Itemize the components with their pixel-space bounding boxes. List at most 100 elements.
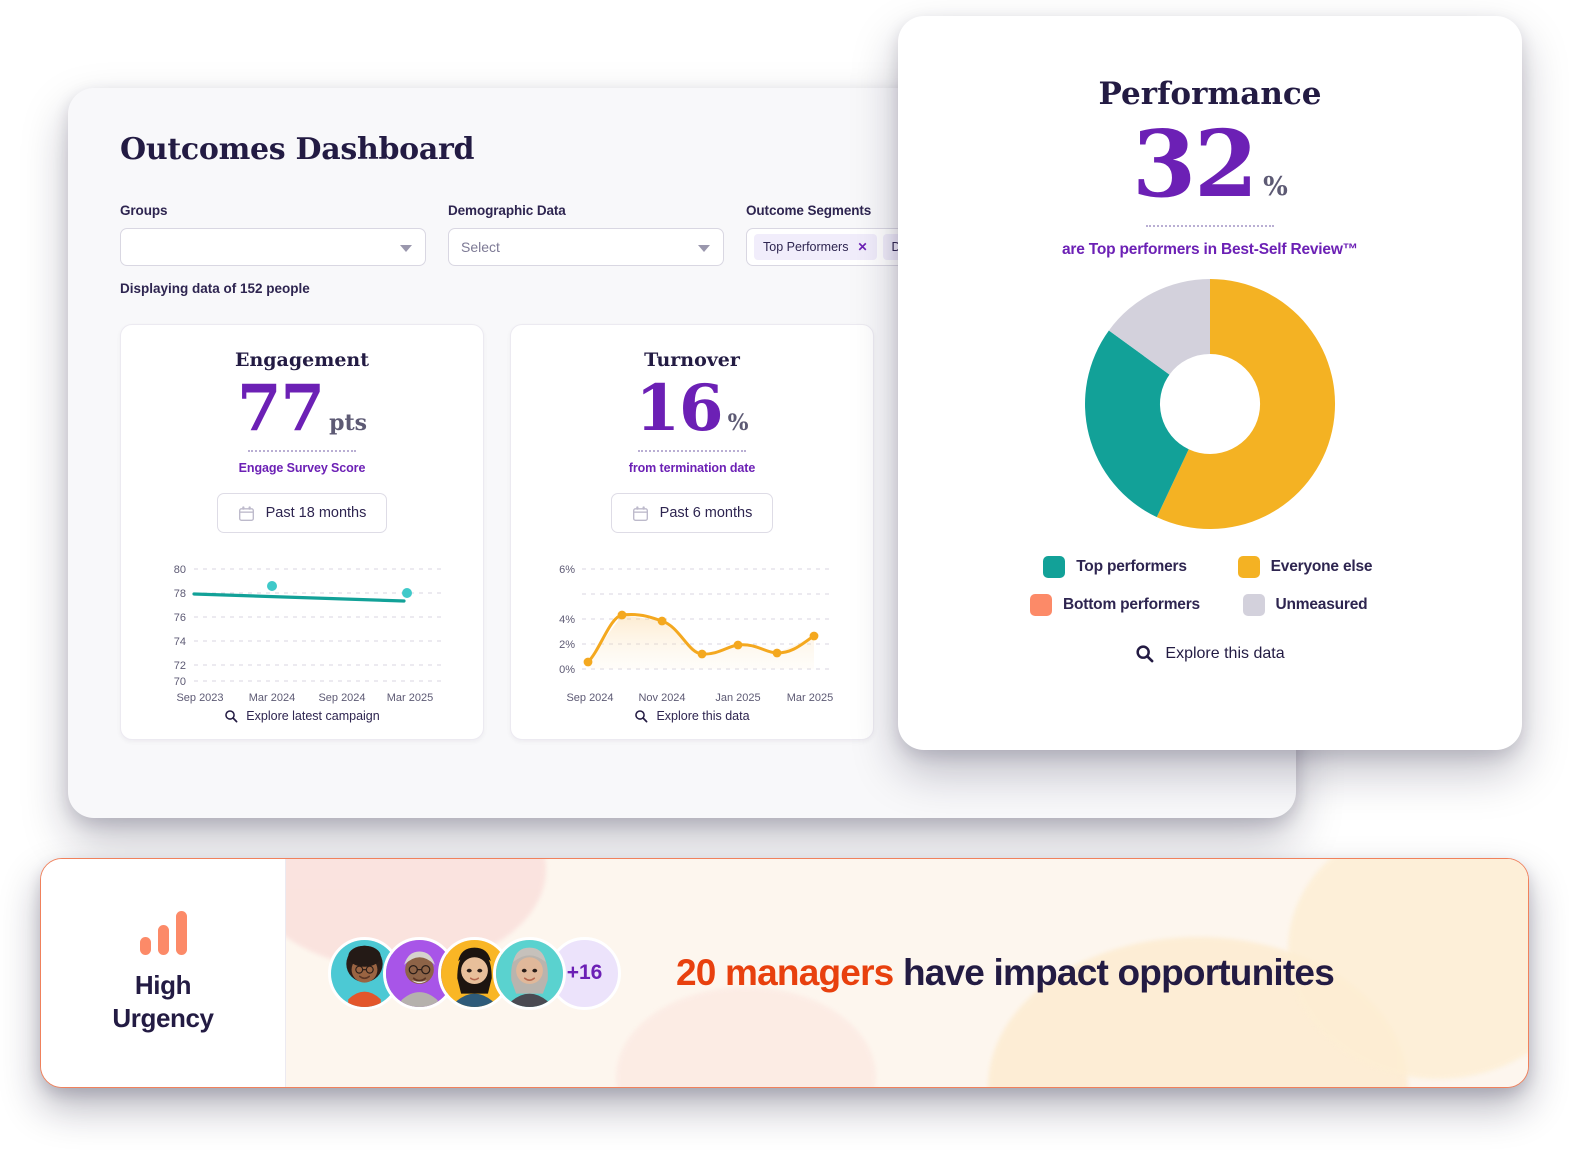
segment-chip-label: Top Performers bbox=[763, 240, 849, 254]
page-title: Outcomes Dashboard bbox=[120, 132, 475, 167]
engagement-title: Engagement bbox=[234, 349, 370, 371]
display-count: Displaying data of 152 people bbox=[120, 281, 310, 296]
search-icon bbox=[225, 710, 238, 723]
legend-swatch-icon bbox=[1237, 556, 1260, 578]
filter-groups-label: Groups bbox=[120, 203, 168, 218]
legend-item-everyone-else: Everyone else bbox=[1210, 556, 1400, 578]
svg-text:Sep 2024: Sep 2024 bbox=[566, 692, 613, 704]
engagement-range-label: Past 18 months bbox=[265, 505, 367, 521]
engagement-unit: pts bbox=[329, 410, 367, 436]
legend-item-unmeasured: Unmeasured bbox=[1210, 594, 1400, 616]
performance-donut bbox=[1079, 273, 1341, 540]
legend-item-top-performers: Top performers bbox=[1020, 556, 1210, 578]
performance-title: Performance bbox=[1098, 76, 1322, 112]
performance-explore-label: Explore this data bbox=[1165, 644, 1285, 662]
svg-text:Mar 2025: Mar 2025 bbox=[787, 692, 833, 704]
urgency-banner: High Urgency bbox=[40, 858, 1529, 1088]
svg-text:74: 74 bbox=[174, 636, 186, 648]
engagement-value: 77 bbox=[237, 371, 325, 446]
performance-stat: 32 % bbox=[1132, 118, 1288, 210]
filter-demographic-label: Demographic Data bbox=[448, 203, 566, 218]
performance-subtitle: are Top performers in Best-Self Review™ bbox=[1062, 241, 1358, 258]
chevron-down-icon bbox=[400, 245, 412, 252]
legend-label: Everyone else bbox=[1270, 558, 1373, 575]
calendar-icon bbox=[238, 505, 254, 521]
filter-demographic-data: Demographic Data Select bbox=[448, 203, 724, 266]
performance-explore-link[interactable]: Explore this data bbox=[1135, 644, 1285, 663]
performance-legend: Top performers Everyone else Bottom perf… bbox=[1020, 556, 1400, 616]
divider bbox=[1146, 225, 1274, 227]
svg-text:Sep 2024: Sep 2024 bbox=[318, 692, 365, 704]
signal-bars-icon bbox=[139, 910, 187, 955]
avatar[interactable] bbox=[493, 936, 566, 1010]
banner-message: 20 managers have impact opportunites bbox=[676, 952, 1335, 994]
performance-value: 32 bbox=[1132, 110, 1258, 218]
turnover-explore-link[interactable]: Explore this data bbox=[634, 709, 750, 723]
engagement-chart: 80 78 76 74 72 70 bbox=[141, 555, 463, 705]
turnover-area-chart: 6% 4% 2% 0% bbox=[559, 564, 833, 704]
performance-donut-chart bbox=[1085, 279, 1336, 529]
turnover-value: 16 bbox=[635, 371, 724, 446]
svg-text:80: 80 bbox=[174, 564, 186, 576]
urgency-indicator: High Urgency bbox=[41, 859, 286, 1087]
demographic-select-placeholder: Select bbox=[461, 239, 500, 255]
turnover-chart: 6% 4% 2% 0% bbox=[531, 555, 853, 705]
turnover-stat: 16 % bbox=[636, 377, 749, 441]
legend-swatch-icon bbox=[1242, 594, 1265, 616]
engagement-explore-link[interactable]: Explore latest campaign bbox=[224, 709, 380, 723]
avatar-group[interactable]: +16 bbox=[328, 936, 621, 1010]
divider bbox=[638, 450, 746, 452]
chevron-down-icon bbox=[698, 245, 710, 252]
search-icon bbox=[635, 710, 648, 723]
svg-text:72: 72 bbox=[174, 660, 186, 672]
turnover-range-button[interactable]: Past 6 months bbox=[610, 493, 774, 533]
turnover-explore-label: Explore this data bbox=[656, 709, 750, 723]
svg-text:4%: 4% bbox=[559, 614, 575, 626]
groups-select[interactable] bbox=[120, 228, 426, 266]
turnover-unit: % bbox=[727, 410, 749, 436]
close-icon[interactable]: ✕ bbox=[857, 240, 868, 254]
svg-text:76: 76 bbox=[174, 612, 186, 624]
svg-text:Mar 2024: Mar 2024 bbox=[249, 692, 295, 704]
banner-message-rest: have impact opportunites bbox=[902, 952, 1335, 993]
svg-text:6%: 6% bbox=[559, 564, 575, 576]
avatar[interactable] bbox=[438, 936, 511, 1010]
urgency-label: High Urgency bbox=[112, 969, 214, 1036]
divider bbox=[248, 450, 356, 452]
turnover-title: Turnover bbox=[644, 349, 740, 371]
urgency-line-2: Urgency bbox=[112, 1003, 214, 1033]
demographic-select[interactable]: Select bbox=[448, 228, 724, 266]
svg-text:78: 78 bbox=[174, 588, 186, 600]
decorative-blob bbox=[616, 987, 876, 1087]
svg-text:2%: 2% bbox=[559, 639, 575, 651]
svg-text:Jan 2025: Jan 2025 bbox=[715, 692, 760, 704]
search-icon bbox=[1136, 645, 1154, 663]
svg-text:Mar 2025: Mar 2025 bbox=[387, 692, 433, 704]
filter-groups: Groups bbox=[120, 203, 426, 266]
engagement-subtitle: Engage Survey Score bbox=[238, 461, 366, 475]
legend-swatch-icon bbox=[1030, 594, 1052, 616]
turnover-card: Turnover 16 % from termination date bbox=[510, 324, 874, 740]
performance-unit: % bbox=[1263, 172, 1288, 202]
banner-message-highlight: 20 managers bbox=[676, 952, 894, 993]
legend-item-bottom-performers: Bottom performers bbox=[1020, 594, 1210, 616]
calendar-icon bbox=[632, 505, 648, 521]
segment-chip[interactable]: Top Performers ✕ bbox=[754, 234, 877, 260]
filter-segments-label: Outcome Segments bbox=[746, 203, 872, 218]
engagement-card: Engagement 77 pts Engage Survey Score bbox=[120, 324, 484, 740]
engagement-explore-label: Explore latest campaign bbox=[246, 709, 380, 723]
performance-card: Performance 32 % are Top performers in B… bbox=[898, 16, 1522, 750]
turnover-subtitle: from termination date bbox=[628, 461, 756, 475]
legend-label: Unmeasured bbox=[1275, 596, 1368, 613]
turnover-range-label: Past 6 months bbox=[659, 505, 753, 521]
legend-label: Bottom performers bbox=[1063, 596, 1200, 613]
svg-text:0%: 0% bbox=[559, 664, 575, 676]
svg-text:Nov 2024: Nov 2024 bbox=[638, 692, 685, 704]
banner-content: +16 20 managers have impact opportunites bbox=[286, 859, 1528, 1087]
legend-swatch-icon bbox=[1043, 556, 1066, 578]
urgency-line-1: High bbox=[134, 969, 192, 1000]
svg-text:70: 70 bbox=[174, 676, 186, 688]
engagement-range-button[interactable]: Past 18 months bbox=[216, 493, 388, 533]
svg-text:Sep 2023: Sep 2023 bbox=[176, 692, 223, 704]
